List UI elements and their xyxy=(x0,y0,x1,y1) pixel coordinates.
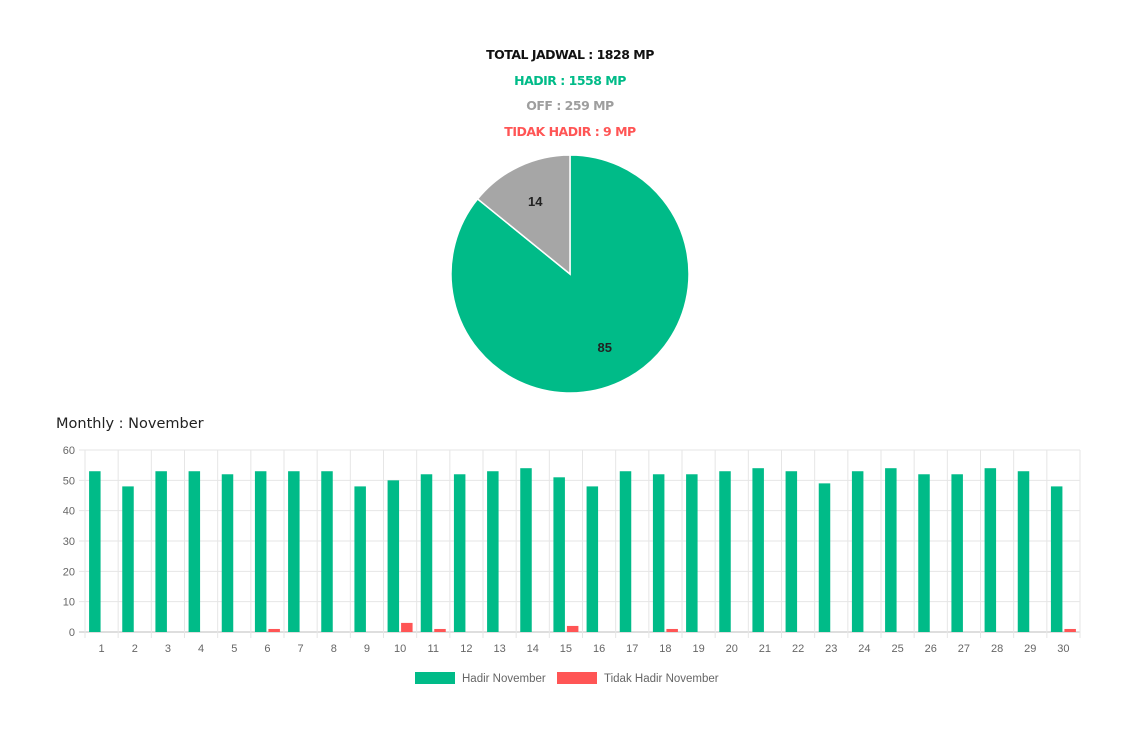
monthly-title: Monthly : November xyxy=(56,416,204,432)
x-tick-label: 1 xyxy=(99,643,105,655)
y-tick-label: 40 xyxy=(63,506,75,518)
y-tick-label: 30 xyxy=(63,536,75,548)
x-tick-label: 26 xyxy=(925,643,937,655)
bar-hadir-14[interactable] xyxy=(520,468,532,632)
x-tick-label: 28 xyxy=(991,643,1003,655)
x-tick-label: 2 xyxy=(132,643,138,655)
bar-tidak-hadir-30[interactable] xyxy=(1064,628,1076,632)
x-tick-label: 11 xyxy=(428,643,439,655)
bar-hadir-18[interactable] xyxy=(652,474,665,632)
bar-hadir-1[interactable] xyxy=(89,471,101,632)
pie-slice-85[interactable] xyxy=(450,154,690,394)
x-tick-label: 8 xyxy=(331,643,337,655)
x-tick-label: 27 xyxy=(958,643,970,655)
bar-hadir-20[interactable] xyxy=(719,471,731,632)
absent-label: TIDAK HADIR : 9 MP xyxy=(504,123,636,139)
x-tick-label: 5 xyxy=(231,643,237,655)
x-tick-label: 6 xyxy=(264,643,270,655)
bar-hadir-26[interactable] xyxy=(918,474,930,632)
x-tick-label: 25 xyxy=(891,643,903,655)
x-tick-label: 18 xyxy=(659,643,671,655)
bar-hadir-6[interactable] xyxy=(254,471,267,632)
x-tick-label: 9 xyxy=(364,643,370,655)
legend-swatch[interactable] xyxy=(415,672,455,684)
bar-hadir-5[interactable] xyxy=(221,474,234,632)
y-tick-label: 50 xyxy=(63,475,75,487)
present-label: HADIR : 1558 MP xyxy=(514,72,626,88)
legend-swatch[interactable] xyxy=(557,672,597,684)
bar-hadir-9[interactable] xyxy=(354,486,366,632)
bar-tidak-hadir-15[interactable] xyxy=(566,625,579,632)
x-tick-label: 10 xyxy=(394,643,406,655)
legend-label[interactable]: Tidak Hadir November xyxy=(604,673,719,685)
bar-hadir-27[interactable] xyxy=(951,474,963,632)
x-tick-label: 14 xyxy=(527,643,539,655)
attendance-pie-chart: 85 14 xyxy=(440,144,700,404)
x-tick-label: 23 xyxy=(825,643,837,655)
x-tick-label: 22 xyxy=(792,643,804,655)
x-tick-label: 29 xyxy=(1024,643,1036,655)
x-tick-label: 16 xyxy=(593,643,605,655)
x-tick-label: 3 xyxy=(165,643,171,655)
x-tick-label: 15 xyxy=(560,643,572,655)
bar-tidak-hadir-6[interactable] xyxy=(268,628,280,632)
bar-hadir-15[interactable] xyxy=(553,477,565,632)
monthly-bar-chart: 0 10 20 30 40 50 60 1 2 3 4 5 6 7 8 9 10 11 12 13 14 15 16 17 18… xyxy=(0,436,1140,696)
bar-hadir-25[interactable] xyxy=(885,468,897,632)
bar-hadir-12[interactable] xyxy=(453,474,466,632)
bar-hadir-29[interactable] xyxy=(1017,471,1030,632)
bar-tidak-hadir-10[interactable] xyxy=(401,622,413,632)
pie-svg: 85 14 xyxy=(450,154,690,394)
bar-tidak-hadir-11[interactable] xyxy=(434,628,446,632)
x-tick-label: 24 xyxy=(858,643,870,655)
bar-hadir-17[interactable] xyxy=(619,471,632,632)
x-tick-label: 19 xyxy=(692,643,704,655)
legend-label[interactable]: Hadir November xyxy=(462,673,546,685)
x-tick-label: 17 xyxy=(626,643,638,655)
bar-hadir-23[interactable] xyxy=(818,483,831,632)
total-schedule-label: TOTAL JADWAL : 1828 MP xyxy=(486,47,654,62)
bar-hadir-10[interactable] xyxy=(387,480,400,632)
bar-hadir-28[interactable] xyxy=(984,468,997,632)
bar-hadir-8[interactable] xyxy=(321,471,333,632)
bar-hadir-3[interactable] xyxy=(155,471,167,632)
pie-slice-14[interactable] xyxy=(476,154,571,276)
y-tick-label: 10 xyxy=(63,597,75,609)
bar-hadir-16[interactable] xyxy=(586,486,599,632)
x-tick-label: 13 xyxy=(493,643,505,655)
y-tick-label: 20 xyxy=(63,566,75,578)
attendance-summary: TOTAL JADWAL : 1828 MP HADIR : 1558 MP O… xyxy=(0,42,1140,144)
bar-hadir-21[interactable] xyxy=(752,468,764,632)
bar-hadir-24[interactable] xyxy=(851,471,864,632)
bar-hadir-22[interactable] xyxy=(785,471,798,632)
y-tick-label: 60 xyxy=(63,445,75,457)
bar-hadir-13[interactable] xyxy=(487,471,499,632)
pie-slice-label: 14 xyxy=(528,194,543,209)
bar-hadir-2[interactable] xyxy=(122,486,134,632)
x-tick-label: 30 xyxy=(1057,643,1069,655)
x-tick-label: 7 xyxy=(298,643,304,655)
bar-tidak-hadir-18[interactable] xyxy=(666,628,678,632)
off-label: OFF : 259 MP xyxy=(526,98,614,113)
bar-hadir-19[interactable] xyxy=(686,474,698,632)
pie-slice-label: 85 xyxy=(598,340,612,355)
bar-hadir-30[interactable] xyxy=(1050,486,1063,632)
x-tick-label: 12 xyxy=(460,643,472,655)
x-tick-label: 21 xyxy=(759,643,771,655)
x-tick-label: 4 xyxy=(198,643,204,655)
bar-hadir-11[interactable] xyxy=(420,474,433,632)
bar-hadir-7[interactable] xyxy=(288,471,300,632)
bar-hadir-4[interactable] xyxy=(188,471,201,632)
y-tick-label: 0 xyxy=(69,627,75,639)
x-tick-label: 20 xyxy=(726,643,738,655)
